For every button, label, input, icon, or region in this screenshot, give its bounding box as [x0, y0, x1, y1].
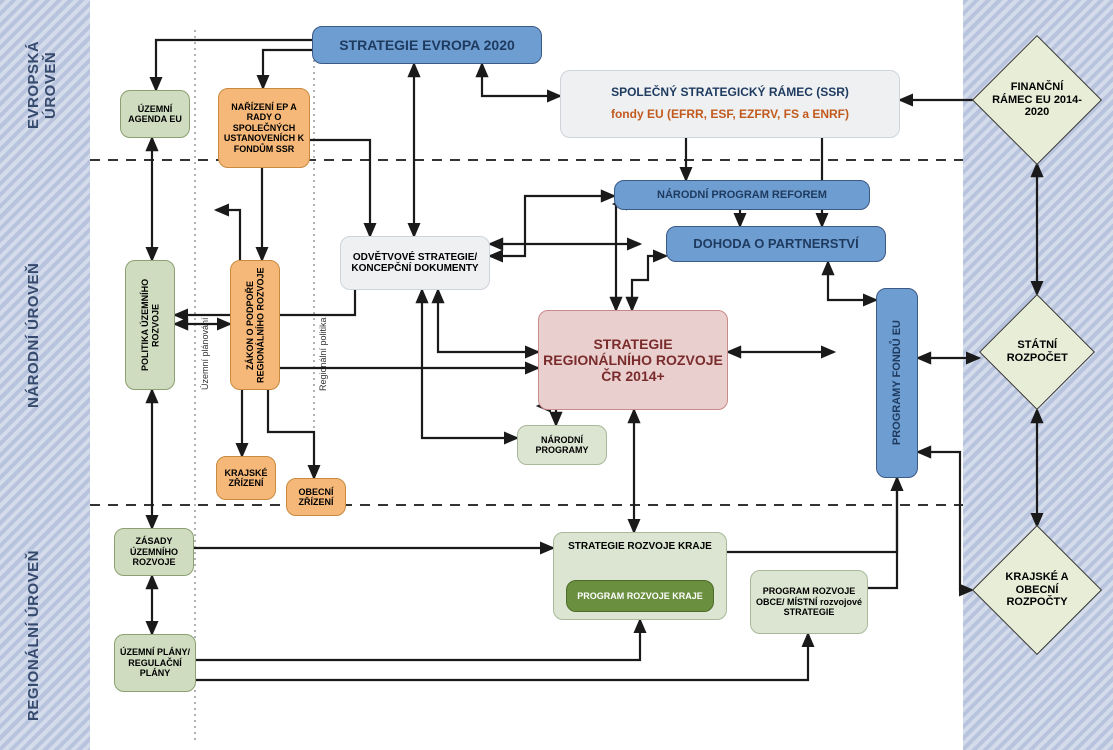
- node-odvetvove: ODVĚTVOVÉ STRATEGIE/ KONCEPČNÍ DOKUMENTY: [340, 236, 490, 290]
- node-srr: STRATEGIE REGIONÁLNÍHO ROZVOJE ČR 2014+: [538, 310, 728, 410]
- node-plany: ÚZEMNÍ PLÁNY/ REGULAČNÍ PLÁNY: [114, 634, 196, 692]
- node-reforem: NÁRODNÍ PROGRAM REFOREM: [614, 180, 870, 210]
- node-program_obce: PROGRAM ROZVOJE OBCE/ MÍSTNÍ rozvojové S…: [750, 570, 868, 634]
- vnote-1: Územní plánování: [200, 305, 210, 390]
- node-strategie2020: STRATEGIE EVROPA 2020: [312, 26, 542, 64]
- node-obecni_zriz: OBECNÍ ZŘÍZENÍ: [286, 478, 346, 516]
- node-fin_ramec-label: FINANČNÍ RÁMEC EU 2014-2020: [992, 81, 1082, 119]
- node-zakon-label: ZÁKON O PODPOŘE REGIONÁLNÍHO ROZVOJE: [245, 265, 266, 385]
- node-krajske_zriz: KRAJSKÉ ZŘÍZENÍ: [216, 456, 276, 500]
- node-ssr-label: SPOLEČNÝ STRATEGICKÝ RÁMEC (SSR): [611, 86, 849, 100]
- level-2-label: NÁRODNÍ ÚROVEŇ: [25, 190, 42, 480]
- level-3-label: REGIONÁLNÍ ÚROVEŇ: [25, 545, 42, 725]
- node-programy_eu: PROGRAMY FONDŮ EU: [876, 288, 918, 478]
- node-narizeni: NAŘÍZENÍ EP A RADY O SPOLEČNÝCH USTANOVE…: [218, 88, 310, 168]
- node-ssr-sublabel: fondy EU (EFRR, ESF, EZFRV, FS a ENRF): [611, 108, 849, 122]
- node-ssr: SPOLEČNÝ STRATEGICKÝ RÁMEC (SSR) fondy EU…: [560, 70, 900, 138]
- node-statni_rozp-label: STÁTNÍ ROZPOČET: [997, 339, 1077, 364]
- node-srk_inner: PROGRAM ROZVOJE KRAJE: [566, 580, 714, 612]
- node-zasady: ZÁSADY ÚZEMNÍHO ROZVOJE: [114, 528, 194, 576]
- node-dohoda: DOHODA O PARTNERSTVÍ: [666, 226, 886, 262]
- vnote-2: Regionální politika: [318, 296, 328, 391]
- node-politika_ur-label: POLITIKA ÚZEMNÍHO ROZVOJE: [140, 265, 161, 385]
- node-narodni_prog: NÁRODNÍ PROGRAMY: [517, 425, 607, 465]
- level-1-label: EVROPSKÁ ÚROVEŇ: [25, 20, 59, 150]
- node-agenda: ÚZEMNÍ AGENDA EU: [120, 90, 190, 138]
- node-programy_eu-label: PROGRAMY FONDŮ EU: [891, 320, 904, 445]
- node-politika_ur: POLITIKA ÚZEMNÍHO ROZVOJE: [125, 260, 175, 390]
- node-zakon: ZÁKON O PODPOŘE REGIONÁLNÍHO ROZVOJE: [230, 260, 280, 390]
- node-kraj_rozp-label: KRAJSKÉ A OBECNÍ ROZPOČTY: [992, 571, 1082, 609]
